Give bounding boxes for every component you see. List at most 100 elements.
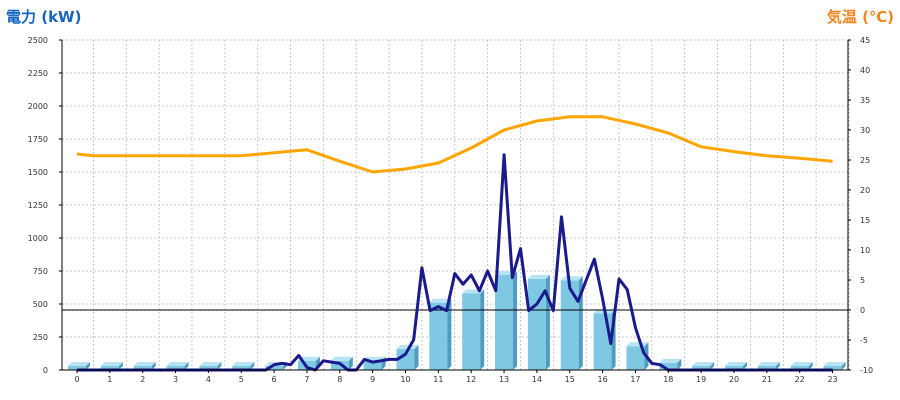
power-bar xyxy=(330,356,353,370)
power-bar-front xyxy=(68,366,86,370)
power-bar xyxy=(757,362,780,370)
power-bar xyxy=(462,289,485,370)
x-tick-label: 22 xyxy=(795,375,805,384)
power-bar-side xyxy=(808,362,813,370)
power-bar-front xyxy=(659,362,678,370)
left-tick-label: 1000 xyxy=(28,234,48,243)
power-bar xyxy=(68,362,90,370)
power-bar-side xyxy=(513,270,518,370)
power-bar-front xyxy=(725,366,743,370)
power-bar xyxy=(133,362,156,370)
power-bar-side xyxy=(217,362,222,370)
power-bar xyxy=(823,362,846,370)
x-tick-label: 4 xyxy=(206,375,211,384)
power-bar-front xyxy=(429,302,448,370)
left-tick-label: 2250 xyxy=(28,69,48,78)
power-bar-top xyxy=(725,362,747,367)
right-tick-label: 0 xyxy=(860,306,865,315)
left-axis-title: 電力 (kW) xyxy=(6,8,81,26)
power-bar-side xyxy=(775,362,780,370)
power-bar-top xyxy=(757,362,780,367)
x-tick-label: 21 xyxy=(762,375,772,384)
power-bar-front xyxy=(495,274,514,370)
power-bars xyxy=(68,270,846,370)
power-bar-top xyxy=(232,362,255,367)
power-bar-top xyxy=(166,362,189,367)
power-bar-top xyxy=(527,274,550,279)
right-axis-title: 気温 (℃) xyxy=(827,8,894,26)
power-bar-side xyxy=(414,344,419,370)
x-tick-label: 11 xyxy=(433,375,443,384)
right-tick-label: 15 xyxy=(860,216,870,225)
x-tick-label: 14 xyxy=(532,375,542,384)
power-bar-top xyxy=(100,362,123,367)
power-bar-side xyxy=(250,362,255,370)
power-bar-front xyxy=(626,346,645,370)
right-tick-label: 10 xyxy=(860,246,870,255)
power-bar-side xyxy=(841,362,846,370)
power-bar-front xyxy=(166,366,185,370)
power-bar-side xyxy=(86,362,90,370)
power-bar xyxy=(199,362,222,370)
x-tick-label: 1 xyxy=(107,375,112,384)
power-bar-front xyxy=(790,366,809,370)
right-tick-label: 20 xyxy=(860,186,870,195)
right-tick-label: 30 xyxy=(860,126,870,135)
grid xyxy=(62,39,850,370)
power-bar xyxy=(560,276,583,370)
power-bar-top xyxy=(133,362,156,367)
power-bar-side xyxy=(710,362,715,370)
power-bar xyxy=(692,362,715,370)
x-tick-label: 6 xyxy=(272,375,277,384)
power-bar-top xyxy=(823,362,846,367)
power-bar-front xyxy=(462,293,481,370)
power-bar-top xyxy=(396,344,419,349)
power-bar-top xyxy=(330,356,353,361)
x-tick-label: 16 xyxy=(598,375,608,384)
power-bar xyxy=(626,342,649,370)
right-tick-label: 35 xyxy=(860,96,870,105)
x-tick-label: 3 xyxy=(173,375,178,384)
power-bar-side xyxy=(151,362,156,370)
left-tick-label: 1250 xyxy=(28,201,48,210)
x-tick-label: 20 xyxy=(729,375,739,384)
power-bar-top xyxy=(626,342,649,347)
power-bar-front xyxy=(396,348,415,370)
power-bar xyxy=(232,362,255,370)
power-bar-front xyxy=(265,366,284,370)
power-bar-front xyxy=(527,278,546,370)
x-tick-label: 18 xyxy=(663,375,673,384)
power-bar-front xyxy=(363,360,382,370)
x-tick-label: 13 xyxy=(499,375,509,384)
x-tick-label: 10 xyxy=(400,375,410,384)
power-bar-front xyxy=(199,366,218,370)
power-bar-front xyxy=(330,360,349,370)
x-tick-label: 19 xyxy=(696,375,706,384)
left-tick-label: 2500 xyxy=(28,36,48,45)
power-bar-top xyxy=(199,362,222,367)
right-tick-label: -10 xyxy=(860,366,873,375)
power-bar-side xyxy=(545,274,550,370)
left-tick-label: 500 xyxy=(33,300,48,309)
power-bar xyxy=(790,362,813,370)
power-bar-front xyxy=(232,366,251,370)
power-bar xyxy=(429,298,452,370)
power-bar-top xyxy=(429,298,452,303)
x-tick-label: 9 xyxy=(370,375,375,384)
power-bar-side xyxy=(480,289,485,370)
left-tick-label: 1500 xyxy=(28,168,48,177)
x-tick-label: 2 xyxy=(140,375,145,384)
x-tick-label: 15 xyxy=(565,375,575,384)
power-bar-top xyxy=(692,362,715,367)
temperature-series xyxy=(62,115,848,311)
power-bar-front xyxy=(823,366,842,370)
x-tick-label: 0 xyxy=(74,375,79,384)
power-bar-side xyxy=(348,356,353,370)
right-tick-label: 40 xyxy=(860,66,870,75)
power-bar-side xyxy=(743,362,747,370)
x-tick-label: 5 xyxy=(239,375,244,384)
power-bar xyxy=(725,362,747,370)
power-bar-top xyxy=(659,358,682,363)
power-bar-side xyxy=(118,362,123,370)
